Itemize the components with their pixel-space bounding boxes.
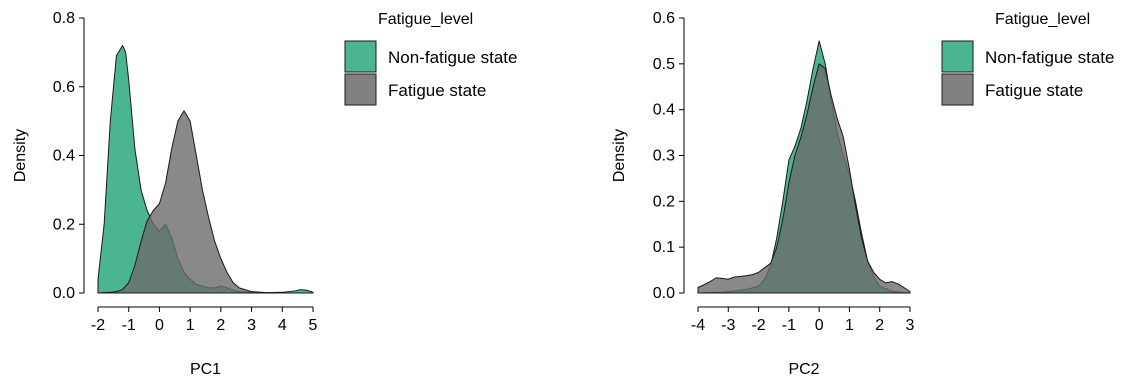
y-tick-label: 0.1 — [653, 239, 675, 256]
y-tick-label: 0.2 — [53, 216, 75, 233]
y-tick-label: 0.0 — [53, 285, 75, 302]
legend-swatch-non-fatigue — [941, 40, 974, 73]
x-tick-label: 3 — [906, 317, 915, 334]
y-axis: 0.0 0.2 0.4 0.6 0.8 — [53, 10, 85, 302]
x-axis: -4 -3 -2 -1 0 1 2 3 — [691, 306, 915, 334]
chart-panel-1: 0.0 0.2 0.4 0.6 0.8 Density -2 -1 0 1 2 3 4 5 PC1 Fatig… — [12, 10, 517, 378]
x-tick-label: 3 — [247, 317, 256, 334]
y-axis-label: Density — [611, 129, 628, 182]
y-tick-label: 0.2 — [653, 193, 675, 210]
x-tick-label: 4 — [278, 317, 287, 334]
legend-swatch-fatigue — [344, 73, 377, 106]
y-tick-label: 0.3 — [653, 148, 675, 165]
x-axis-label: PC2 — [788, 361, 819, 378]
legend-label-fatigue: Fatigue state — [985, 81, 1083, 100]
x-axis-label: PC1 — [190, 361, 221, 378]
legend-label-fatigue: Fatigue state — [388, 81, 486, 100]
y-tick-label: 0.8 — [53, 10, 75, 27]
legend: Fatigue_level Non-fatigue state Fatigue st… — [344, 11, 517, 106]
legend-label-non-fatigue: Non-fatigue state — [388, 48, 517, 67]
x-tick-label: 0 — [155, 317, 164, 334]
density-area-fatigue — [697, 63, 911, 294]
legend-title: Fatigue_level — [995, 11, 1090, 28]
x-tick-label: -1 — [122, 317, 136, 334]
x-tick-label: 5 — [309, 317, 318, 334]
y-tick-label: 0.4 — [53, 148, 75, 165]
density-area-fatigue — [97, 110, 314, 294]
legend-label-non-fatigue: Non-fatigue state — [985, 48, 1114, 67]
legend-title: Fatigue_level — [378, 11, 473, 28]
chart-panel-2: 0.0 0.1 0.2 0.3 0.4 0.5 0.6 Density -4 -3 -2 -1 0 1 2 3… — [611, 10, 1114, 378]
y-tick-label: 0.4 — [653, 102, 675, 119]
x-tick-label: 1 — [845, 317, 854, 334]
x-axis: -2 -1 0 1 2 3 4 5 — [91, 306, 318, 334]
legend-swatch-non-fatigue — [344, 40, 377, 73]
y-tick-label: 0.0 — [653, 285, 675, 302]
y-tick-label: 0.6 — [653, 10, 675, 27]
x-tick-label: -1 — [782, 317, 796, 334]
legend: Fatigue_level Non-fatigue state Fatigue st… — [941, 11, 1114, 106]
y-axis: 0.0 0.1 0.2 0.3 0.4 0.5 0.6 — [653, 10, 685, 302]
x-tick-label: -4 — [691, 317, 705, 334]
x-tick-label: -2 — [91, 317, 105, 334]
x-tick-label: 2 — [875, 317, 884, 334]
y-tick-label: 0.6 — [53, 79, 75, 96]
y-axis-label: Density — [12, 129, 29, 182]
x-tick-label: 1 — [186, 317, 195, 334]
x-tick-label: 2 — [216, 317, 225, 334]
x-tick-label: 0 — [815, 317, 824, 334]
x-tick-label: -3 — [721, 317, 735, 334]
x-tick-label: -2 — [751, 317, 765, 334]
legend-swatch-fatigue — [941, 73, 974, 106]
y-tick-label: 0.5 — [653, 56, 675, 73]
